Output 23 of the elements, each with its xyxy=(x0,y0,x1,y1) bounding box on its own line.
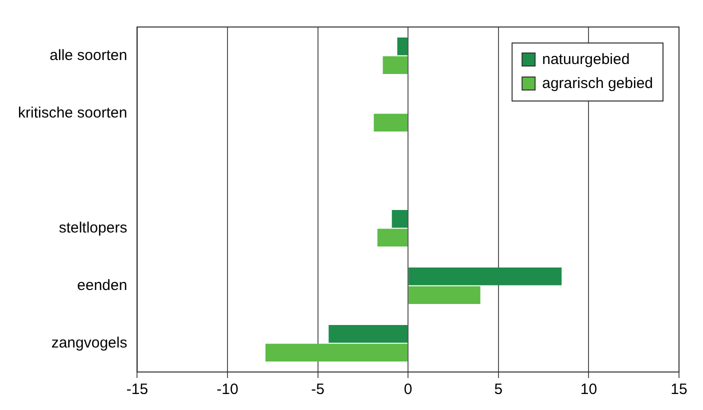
x-tick-label: 0 xyxy=(404,381,412,398)
bar xyxy=(408,268,562,286)
bar xyxy=(397,38,408,56)
legend-label: natuurgebied xyxy=(542,51,630,68)
bar xyxy=(408,286,480,304)
bar xyxy=(377,228,408,246)
y-tick-label: eenden xyxy=(77,276,128,294)
bar xyxy=(392,210,408,228)
y-tick-label: zangvogels xyxy=(51,334,128,352)
bar xyxy=(374,114,408,132)
x-tick-label: -15 xyxy=(126,381,148,398)
y-tick-label: steltlopers xyxy=(58,219,128,236)
x-tick-label: 5 xyxy=(494,381,503,398)
x-tick-label: -5 xyxy=(311,381,324,398)
bar xyxy=(382,56,408,74)
x-tick-label: -10 xyxy=(216,381,238,398)
bar xyxy=(265,344,408,362)
legend-label: agrarisch gebied xyxy=(542,75,654,92)
bar xyxy=(328,325,408,343)
x-tick-label: 15 xyxy=(670,381,688,398)
y-tick-label: kritische soorten xyxy=(18,104,128,122)
y-tick-label: alle soorten xyxy=(50,46,128,64)
x-tick-label: 10 xyxy=(580,381,598,398)
